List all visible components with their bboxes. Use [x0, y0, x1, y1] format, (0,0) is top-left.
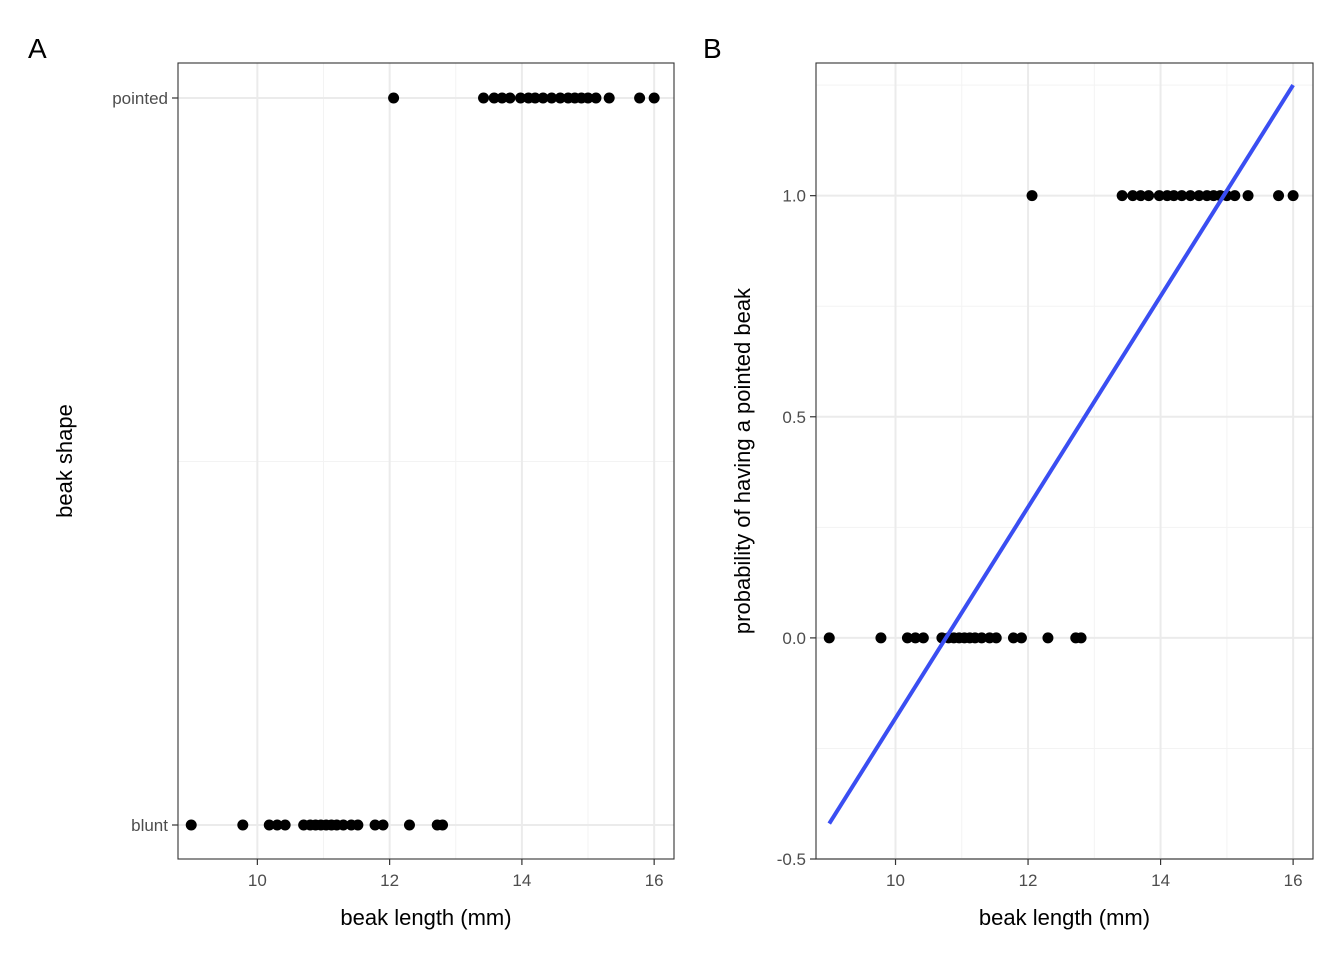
- panel-b-data-point: [1168, 190, 1180, 202]
- panel-a-y-axis-title: beak shape: [52, 404, 77, 518]
- panel-a-data-point: [271, 819, 283, 831]
- panel-b: 10 12 14 16 -0.5 0.0 0.5 1.0 beak length (mm) p…: [730, 62, 1314, 930]
- panel-a-data-point: [554, 92, 566, 104]
- panel-a-data-point: [648, 92, 660, 104]
- panel-a-y-tick-label: blunt: [131, 816, 168, 835]
- panel-a-data-point: [237, 819, 249, 831]
- panel-b-data-point: [1273, 190, 1285, 202]
- panel-a-data-point: [388, 92, 400, 104]
- panel-a-grid: [178, 63, 674, 859]
- panel-a-points: [185, 92, 660, 831]
- panel-b-data-point: [823, 632, 835, 644]
- panel-b-data-point: [1015, 632, 1027, 644]
- panel-b-y-tick-label: 1.0: [782, 187, 806, 206]
- panel-a-data-point: [369, 819, 381, 831]
- panel-b-y-tick-label: 0.5: [782, 408, 806, 427]
- panel-b-x-axis-title: beak length (mm): [979, 905, 1150, 930]
- panel-a-data-point: [403, 819, 415, 831]
- panel-a-frame: [177, 62, 675, 860]
- panel-a-ticks: 10 12 14 16 blunt pointed: [112, 89, 663, 890]
- panel-a-data-point: [437, 819, 449, 831]
- panel-a-data-point: [582, 92, 594, 104]
- panel-b-data-point: [901, 632, 913, 644]
- panel-b-data-point: [1153, 190, 1165, 202]
- panel-b-data-point: [909, 632, 921, 644]
- panel-a-data-point: [515, 92, 527, 104]
- panel-a-data-point: [529, 92, 541, 104]
- panel-a-data-point: [263, 819, 275, 831]
- panel-a-x-tick-label: 12: [380, 871, 399, 890]
- panel-b-data-point: [1042, 632, 1054, 644]
- panel-b-data-point: [1287, 190, 1299, 202]
- panel-b-data-point: [1176, 190, 1188, 202]
- panel-a-x-tick-label: 16: [645, 871, 664, 890]
- panel-b-x-tick-label: 16: [1284, 871, 1303, 890]
- panel-a-data-point: [185, 819, 197, 831]
- panel-b-data-point: [1242, 190, 1254, 202]
- panel-a-data-point: [590, 92, 602, 104]
- panel-b-data-point: [1007, 632, 1019, 644]
- panel-b-data-point: [1075, 632, 1087, 644]
- panel-a-data-point: [478, 92, 490, 104]
- panel-a-tag: A: [28, 33, 47, 64]
- panel-b-x-tick-label: 14: [1151, 871, 1170, 890]
- panel-b-fit-line: [827, 84, 1295, 825]
- panel-b-data-point: [976, 632, 988, 644]
- panel-b-data-point: [1143, 190, 1155, 202]
- panel-a-x-tick-label: 14: [512, 871, 531, 890]
- panel-b-x-tick-label: 10: [886, 871, 905, 890]
- panel-a-data-point: [537, 92, 549, 104]
- panel-a-x-axis-title: beak length (mm): [340, 905, 511, 930]
- panel-b-data-point: [1127, 190, 1139, 202]
- panel-a-x-tick-label: 10: [248, 871, 267, 890]
- panel-a-data-point: [377, 819, 389, 831]
- panel-a-data-point: [488, 92, 500, 104]
- panel-a-data-point: [279, 819, 291, 831]
- panel-b-data-point: [875, 632, 887, 644]
- panel-b-y-axis-title: probability of having a pointed beak: [730, 287, 755, 634]
- panel-a-data-point: [352, 819, 364, 831]
- panel-a-data-point: [546, 92, 558, 104]
- panel-b-data-point: [1229, 190, 1241, 202]
- panel-b-data-point: [1026, 190, 1038, 202]
- panel-b-ticks: 10 12 14 16 -0.5 0.0 0.5 1.0: [777, 187, 1303, 890]
- panel-a-data-point: [337, 819, 349, 831]
- panel-b-data-point: [917, 632, 929, 644]
- panel-a-data-point: [496, 92, 508, 104]
- panel-b-frame: [815, 62, 1314, 860]
- panel-a-data-point: [603, 92, 615, 104]
- panel-b-y-tick-label: 0.0: [782, 629, 806, 648]
- panel-a-data-point: [504, 92, 516, 104]
- panel-b-data-point: [1116, 190, 1128, 202]
- panel-b-points: [823, 190, 1299, 644]
- panel-b-tag: B: [703, 33, 722, 64]
- panel-a-data-point: [634, 92, 646, 104]
- panel-b-data-point: [1135, 190, 1147, 202]
- panel-b-grid: [816, 63, 1313, 860]
- panel-b-y-tick-label: -0.5: [777, 850, 806, 869]
- panel-b-data-point: [1184, 190, 1196, 202]
- panel-a-y-tick-label: pointed: [112, 89, 168, 108]
- panel-a: 10 12 14 16 blunt pointed beak length (mm) be…: [52, 62, 675, 930]
- panel-b-x-tick-label: 12: [1019, 871, 1038, 890]
- panel-b-data-point: [1193, 190, 1205, 202]
- panel-b-data-point: [990, 632, 1002, 644]
